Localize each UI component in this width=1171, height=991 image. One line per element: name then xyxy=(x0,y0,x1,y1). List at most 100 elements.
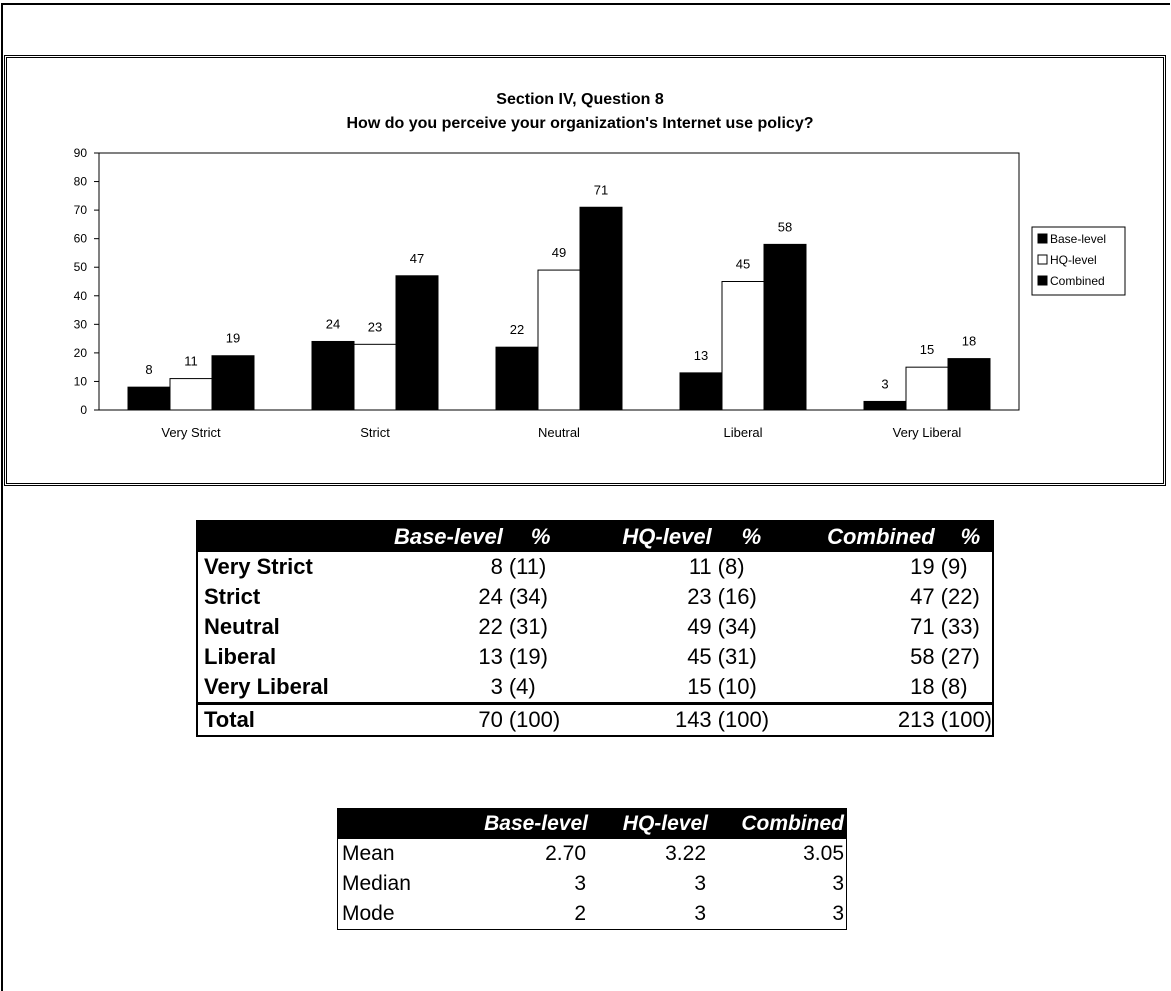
stats-header-hq-level: HQ-level xyxy=(588,808,708,839)
header-blank xyxy=(197,521,376,552)
frequency-cell-hq-pct: (10) xyxy=(717,674,757,699)
bar-combined-neutral xyxy=(579,206,623,411)
total-cell-label: Total xyxy=(197,702,376,736)
bar-base-level-strict xyxy=(311,340,355,411)
frequency-cell-comb-pct: (27) xyxy=(940,644,980,669)
page-frame xyxy=(1,3,1170,991)
y-tick-label: 50 xyxy=(74,260,88,274)
y-tick-label: 0 xyxy=(80,403,87,417)
bar-data-label: 24 xyxy=(326,316,340,331)
header-combined-pct: % xyxy=(934,521,993,552)
statistics-row: Mean 2.70 3.22 3.05 xyxy=(338,839,847,869)
x-category-label: Strict xyxy=(360,425,390,440)
y-tick-label: 80 xyxy=(74,175,88,189)
y-tick-label: 40 xyxy=(74,289,88,303)
bar-data-label: 58 xyxy=(778,219,792,234)
header-base-pct: % xyxy=(502,521,589,552)
bar-data-label: 71 xyxy=(594,182,608,197)
bar-combined-liberal xyxy=(763,243,807,411)
total-cell-hq-pct: (100) xyxy=(711,702,811,736)
statistics-cell-base: 3 xyxy=(574,872,586,895)
frequency-cell-base-pct: (11) xyxy=(508,554,547,579)
bar-hq-level-very-liberal xyxy=(905,366,949,411)
statistics-cell-label: Median xyxy=(342,872,411,895)
legend-swatch xyxy=(1037,254,1048,265)
frequency-cell-label: Very Liberal xyxy=(204,674,329,699)
y-tick-label: 20 xyxy=(74,346,88,360)
bar-data-label: 23 xyxy=(368,319,382,334)
frequency-cell-comb-pct: (33) xyxy=(940,614,980,639)
frequency-cell-base-pct: (34) xyxy=(508,584,548,609)
stats-header-base-level: Base-level xyxy=(448,808,588,839)
frequency-cell-base: 3 xyxy=(490,674,503,699)
bar-data-label: 15 xyxy=(920,342,934,357)
statistics-table-header: Base-level HQ-level Combined xyxy=(337,808,847,839)
header-combined: Combined xyxy=(810,521,935,552)
frequency-cell-comb: 19 xyxy=(910,554,935,579)
bar-base-level-very-strict xyxy=(127,386,171,411)
total-cell-comb-pct: (100) xyxy=(934,702,993,736)
legend-swatch xyxy=(1037,275,1048,286)
frequency-cell-label: Liberal xyxy=(204,644,277,669)
frequency-cell-comb: 18 xyxy=(910,674,935,699)
x-category-label: Very Strict xyxy=(161,425,221,440)
bar-hq-level-strict xyxy=(353,343,397,411)
legend-label: HQ-level xyxy=(1050,253,1097,267)
x-category-label: Liberal xyxy=(723,425,762,440)
frequency-cell-comb: 58 xyxy=(910,644,935,669)
frequency-cell-hq-pct: (31) xyxy=(717,644,757,669)
statistics-cell-comb: 3.05 xyxy=(803,842,844,865)
frequency-cell-comb: 47 xyxy=(910,584,935,609)
frequency-cell-hq-pct: (8) xyxy=(717,554,745,579)
bar-chart: Section IV, Question 8 How do you percei… xyxy=(74,91,1126,440)
frequency-cell-label: Strict xyxy=(204,584,261,609)
bar-data-label: 18 xyxy=(962,334,976,349)
stats-header-blank xyxy=(337,808,448,839)
frequency-cell-label: Very Strict xyxy=(204,554,313,579)
frequency-cell-base: 8 xyxy=(490,554,503,579)
frequency-cell-base-pct: (31) xyxy=(508,614,548,639)
frequency-cell-comb-pct: (8) xyxy=(940,674,968,699)
frequency-row: Liberal 13 (19) 45 (31) 58 (27) xyxy=(197,642,993,672)
bar-data-label: 13 xyxy=(694,348,708,363)
frequency-row: Very Strict 8 (11) 11 (8) 19 (9) xyxy=(197,552,993,582)
frequency-row: Very Liberal 3 (4) 15 (10) 18 (8) xyxy=(197,672,993,704)
chart-frame: Section IV, Question 8 How do you percei… xyxy=(4,55,1166,486)
bar-data-label: 45 xyxy=(736,257,750,272)
bar-data-label: 8 xyxy=(145,362,152,377)
bar-combined-very-liberal xyxy=(947,358,991,411)
legend-swatch xyxy=(1037,233,1048,244)
statistics-cell-hq: 3.22 xyxy=(665,842,706,865)
frequency-cell-hq: 15 xyxy=(687,674,712,699)
frequency-row: Neutral 22 (31) 49 (34) 71 (33) xyxy=(197,612,993,642)
frequency-cell-hq: 23 xyxy=(687,584,712,609)
statistics-cell-comb: 3 xyxy=(832,902,844,925)
frequency-table: Base-level % HQ-level % Combined % Very … xyxy=(196,520,994,737)
bar-data-label: 22 xyxy=(510,322,524,337)
y-tick-label: 10 xyxy=(74,374,88,388)
frequency-table-header: Base-level % HQ-level % Combined % xyxy=(197,521,993,552)
statistics-cell-hq: 3 xyxy=(694,872,706,895)
bar-base-level-liberal xyxy=(679,372,723,411)
bar-data-label: 47 xyxy=(410,251,424,266)
bar-data-label: 49 xyxy=(552,245,566,260)
chart-subtitle: How do you perceive your organization's … xyxy=(347,115,814,132)
frequency-total-row: Total 70 (100) 143 (100) 213 (100) xyxy=(197,702,993,736)
bar-data-label: 19 xyxy=(226,331,240,346)
frequency-cell-hq: 49 xyxy=(687,614,712,639)
header-hq-pct: % xyxy=(711,521,811,552)
frequency-cell-base: 13 xyxy=(478,644,503,669)
legend: Base-level HQ-level Combined xyxy=(1031,226,1126,296)
frequency-cell-base: 24 xyxy=(478,584,503,609)
frequency-cell-hq-pct: (16) xyxy=(717,584,757,609)
frequency-cell-base-pct: (4) xyxy=(508,674,536,699)
y-tick-label: 70 xyxy=(74,203,88,217)
x-category-label: Neutral xyxy=(538,425,580,440)
bar-base-level-neutral xyxy=(495,346,539,411)
frequency-cell-base: 22 xyxy=(478,614,503,639)
bar-hq-level-neutral xyxy=(537,269,581,411)
statistics-cell-base: 2.70 xyxy=(545,842,586,865)
statistics-cell-base: 2 xyxy=(574,902,586,925)
statistics-cell-label: Mean xyxy=(342,842,395,865)
bar-combined-very-strict xyxy=(211,355,255,411)
